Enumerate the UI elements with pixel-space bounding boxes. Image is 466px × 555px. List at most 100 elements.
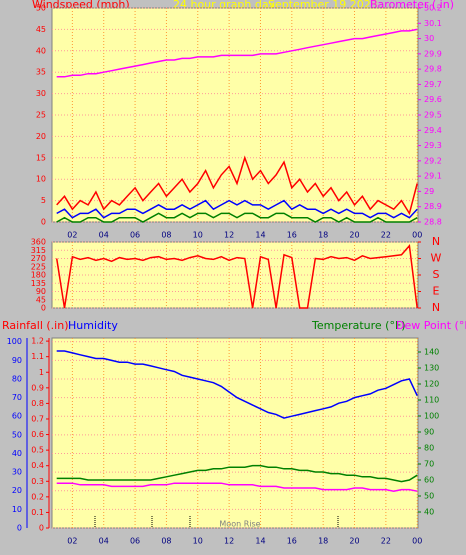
y-tick-label: 40: [12, 449, 22, 458]
y2-tick-label: N: [432, 301, 440, 314]
y2-tick-label: 110: [424, 396, 439, 405]
x-tick-label: 00: [412, 231, 422, 240]
rainfall-tick-label: 0.5: [31, 446, 44, 455]
y-tick-label: 15: [36, 153, 46, 162]
y-tick-label: 25: [36, 111, 46, 120]
rainfall-tick-label: 0.8: [31, 399, 44, 408]
y-tick-label: 20: [12, 486, 22, 495]
rainfall-tick-label: 0.1: [31, 508, 44, 517]
y2-tick-label: 30: [424, 34, 434, 43]
rainfall-label: Rainfall (.in): [2, 319, 69, 332]
x-tick-label: 18: [318, 231, 328, 240]
y-tick-label: 50: [36, 4, 46, 13]
y2-tick-label: 50: [424, 492, 434, 501]
rainfall-tick-label: 1: [39, 368, 44, 377]
rainfall-tick-label: 0: [39, 524, 44, 533]
y-tick-label: 80: [12, 374, 22, 383]
y2-tick-label: 130: [424, 364, 439, 373]
y-tick-label: 0: [41, 304, 46, 313]
y2-tick-label: 70: [424, 460, 434, 469]
y2-tick-label: 29.1: [424, 172, 442, 181]
y2-tick-label: 120: [424, 380, 439, 389]
y2-tick-label: 28.9: [424, 202, 442, 211]
x-tick-label: 06: [130, 537, 140, 546]
y-tick-label: 45: [36, 295, 46, 304]
y2-tick-label: 80: [424, 444, 434, 453]
x-tick-label: 02: [67, 537, 77, 546]
y2-tick-label: 29.9: [424, 49, 442, 58]
y-tick-label: 35: [36, 68, 46, 77]
y-tick-label: 225: [31, 262, 46, 271]
y2-tick-label: 29.6: [424, 95, 442, 104]
y2-tick-label: E: [433, 285, 440, 298]
y2-tick-label: S: [433, 268, 440, 281]
x-tick-label: 14: [255, 537, 265, 546]
series-line: [56, 350, 418, 419]
y-tick-label: 10: [36, 175, 46, 184]
rainfall-tick-label: 1.1: [31, 352, 44, 361]
y2-tick-label: 29.4: [424, 126, 442, 135]
y2-tick-label: 29.5: [424, 111, 442, 120]
x-tick-label: 08: [161, 537, 171, 546]
x-tick-label: 04: [99, 537, 109, 546]
x-tick-label: 10: [193, 231, 203, 240]
y-tick-label: 180: [31, 271, 46, 280]
x-tick-label: 20: [349, 537, 359, 546]
rainfall-tick-label: 0.6: [31, 430, 44, 439]
series-line: [56, 212, 418, 223]
series-line: [56, 155, 418, 216]
rainfall-tick-label: 0.7: [31, 414, 44, 423]
temperature-label: Temperature (°F): [311, 319, 406, 332]
y-tick-label: 20: [36, 132, 46, 141]
y-tick-label: 40: [36, 46, 46, 55]
y2-tick-label: 100: [424, 412, 439, 421]
x-tick-label: 22: [381, 231, 391, 240]
rainfall-tick-label: 0.2: [31, 492, 44, 501]
y-tick-label: 90: [12, 356, 22, 365]
y2-tick-label: 29: [424, 187, 434, 196]
series-line: [56, 28, 418, 78]
x-tick-label: 08: [161, 231, 171, 240]
x-tick-label: 16: [287, 537, 297, 546]
y-tick-label: 5: [41, 196, 46, 205]
y-tick-label: 70: [12, 393, 22, 402]
humidity-label: Humidity: [68, 319, 118, 332]
y-tick-label: 135: [31, 279, 46, 288]
y2-tick-label: 40: [424, 508, 434, 517]
barometer-label: Barometer (.in): [370, 0, 454, 11]
y2-tick-label: 60: [424, 476, 434, 485]
y-tick-label: 100: [7, 337, 22, 346]
annotation: Moon Rise: [219, 520, 260, 529]
y-tick-label: 0: [41, 218, 46, 227]
y2-tick-label: 29.7: [424, 80, 442, 89]
y-tick-label: 90: [36, 287, 46, 296]
x-tick-label: 02: [67, 231, 77, 240]
series-line: [56, 482, 418, 492]
x-tick-label: 00: [412, 537, 422, 546]
y-tick-label: 50: [12, 430, 22, 439]
y-tick-label: 10: [12, 505, 22, 514]
x-tick-label: 18: [318, 537, 328, 546]
y-tick-label: 30: [36, 89, 46, 98]
wind-label: Windspeed (mph): [32, 0, 130, 11]
y2-tick-label: W: [431, 252, 442, 265]
x-tick-label: 06: [130, 231, 140, 240]
y2-tick-label: 29.3: [424, 141, 442, 150]
y2-tick-label: 140: [424, 348, 439, 357]
rainfall-tick-label: 0.4: [31, 461, 44, 470]
series-line: [56, 464, 418, 483]
y-tick-label: 30: [12, 468, 22, 477]
y-tick-label: 45: [36, 25, 46, 34]
rainfall-tick-label: 0.3: [31, 477, 44, 486]
y2-tick-label: 29.2: [424, 156, 442, 165]
x-tick-label: 16: [287, 231, 297, 240]
x-tick-label: 20: [349, 231, 359, 240]
y2-tick-label: 30.1: [424, 19, 442, 28]
y2-tick-label: 90: [424, 428, 434, 437]
dewpoint-label: Dew Point (°F): [396, 319, 466, 332]
plot-area: [51, 337, 419, 529]
y-tick-label: 60: [12, 412, 22, 421]
rainfall-tick-label: 0.9: [31, 383, 44, 392]
x-tick-label: 10: [193, 537, 203, 546]
